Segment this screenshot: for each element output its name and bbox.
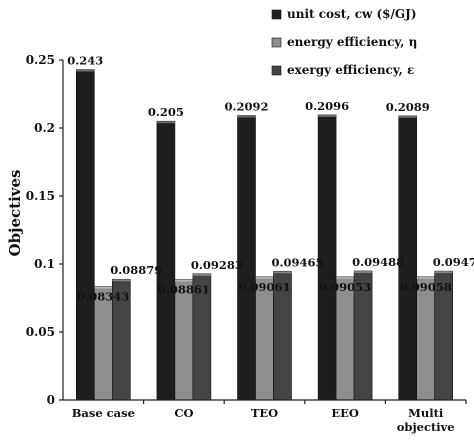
legend-label: energy efficiency, η: [287, 35, 417, 49]
data-label: 0.08343: [77, 290, 129, 304]
y-tick-label: 0.1: [34, 257, 55, 271]
y-tick-label: 0.2: [34, 121, 55, 135]
data-label: 0.205: [148, 105, 184, 119]
bar-highlight: [112, 279, 131, 282]
bar-highlight: [255, 276, 274, 279]
legend-swatch: [271, 37, 282, 48]
y-tick-label: 0.15: [26, 189, 55, 203]
bar-highlight: [398, 115, 417, 118]
data-label: 0.09283: [191, 258, 243, 272]
bar: [416, 276, 436, 401]
data-label: 0.08879: [110, 263, 162, 277]
bar: [94, 286, 113, 401]
data-label: 0.2089: [386, 100, 430, 114]
x-tick-label: EEO: [331, 406, 359, 420]
data-label: 0.2096: [305, 99, 349, 113]
bar-highlight: [416, 276, 435, 279]
legend-swatch: [271, 65, 282, 76]
bar: [335, 276, 355, 401]
data-label: 0.08861: [158, 282, 210, 296]
x-tick-label: Base case: [72, 406, 135, 420]
y-tick-label: 0.25: [26, 53, 55, 67]
y-axis: 0 0.05 0.1 0.15 0.2 0.25: [26, 53, 63, 407]
bar-highlight: [192, 273, 211, 276]
bar: [76, 69, 95, 401]
data-label: 0.09058: [400, 280, 452, 294]
x-tick-label: TEO: [251, 406, 278, 420]
bar-highlight: [273, 271, 292, 274]
bar-highlight: [156, 121, 175, 124]
bar-highlight: [94, 286, 113, 289]
bars: [76, 69, 454, 401]
x-tick-label: CO: [174, 406, 193, 420]
legend-swatch: [271, 9, 282, 20]
y-tick-label: 0.05: [26, 325, 55, 339]
bar: [174, 279, 194, 401]
x-tick-label: Multi: [408, 406, 444, 420]
bar-highlight: [318, 114, 337, 117]
data-labels: 0.243 0.08343 0.08879 0.205 0.08861 0.09283 0.…: [67, 54, 474, 304]
bar-highlight: [354, 270, 373, 273]
data-label: 0.09488: [352, 255, 404, 269]
legend: unit cost, cw ($/GJ) energy efficiency, η…: [271, 7, 417, 77]
legend-label: unit cost, cw ($/GJ): [287, 7, 417, 21]
legend-label: exergy efficiency, ε: [287, 63, 414, 77]
data-label: 0.2092: [224, 99, 268, 113]
bar-highlight: [174, 279, 193, 282]
bar-highlight: [336, 276, 355, 279]
bar: [255, 276, 274, 401]
data-label: 0.243: [67, 54, 103, 68]
data-label: 0.09053: [319, 280, 371, 294]
x-tick-label: objective: [397, 420, 455, 434]
bar: [156, 120, 176, 401]
bar-highlight: [76, 69, 95, 72]
y-axis-title: Objectives: [6, 170, 24, 257]
y-tick-label: 0: [47, 393, 55, 407]
bar-highlight: [434, 271, 453, 274]
data-label: 0.09061: [238, 280, 290, 294]
data-label: 0.09477: [433, 255, 474, 269]
bar-highlight: [237, 115, 256, 118]
data-label: 0.09465: [272, 255, 324, 269]
